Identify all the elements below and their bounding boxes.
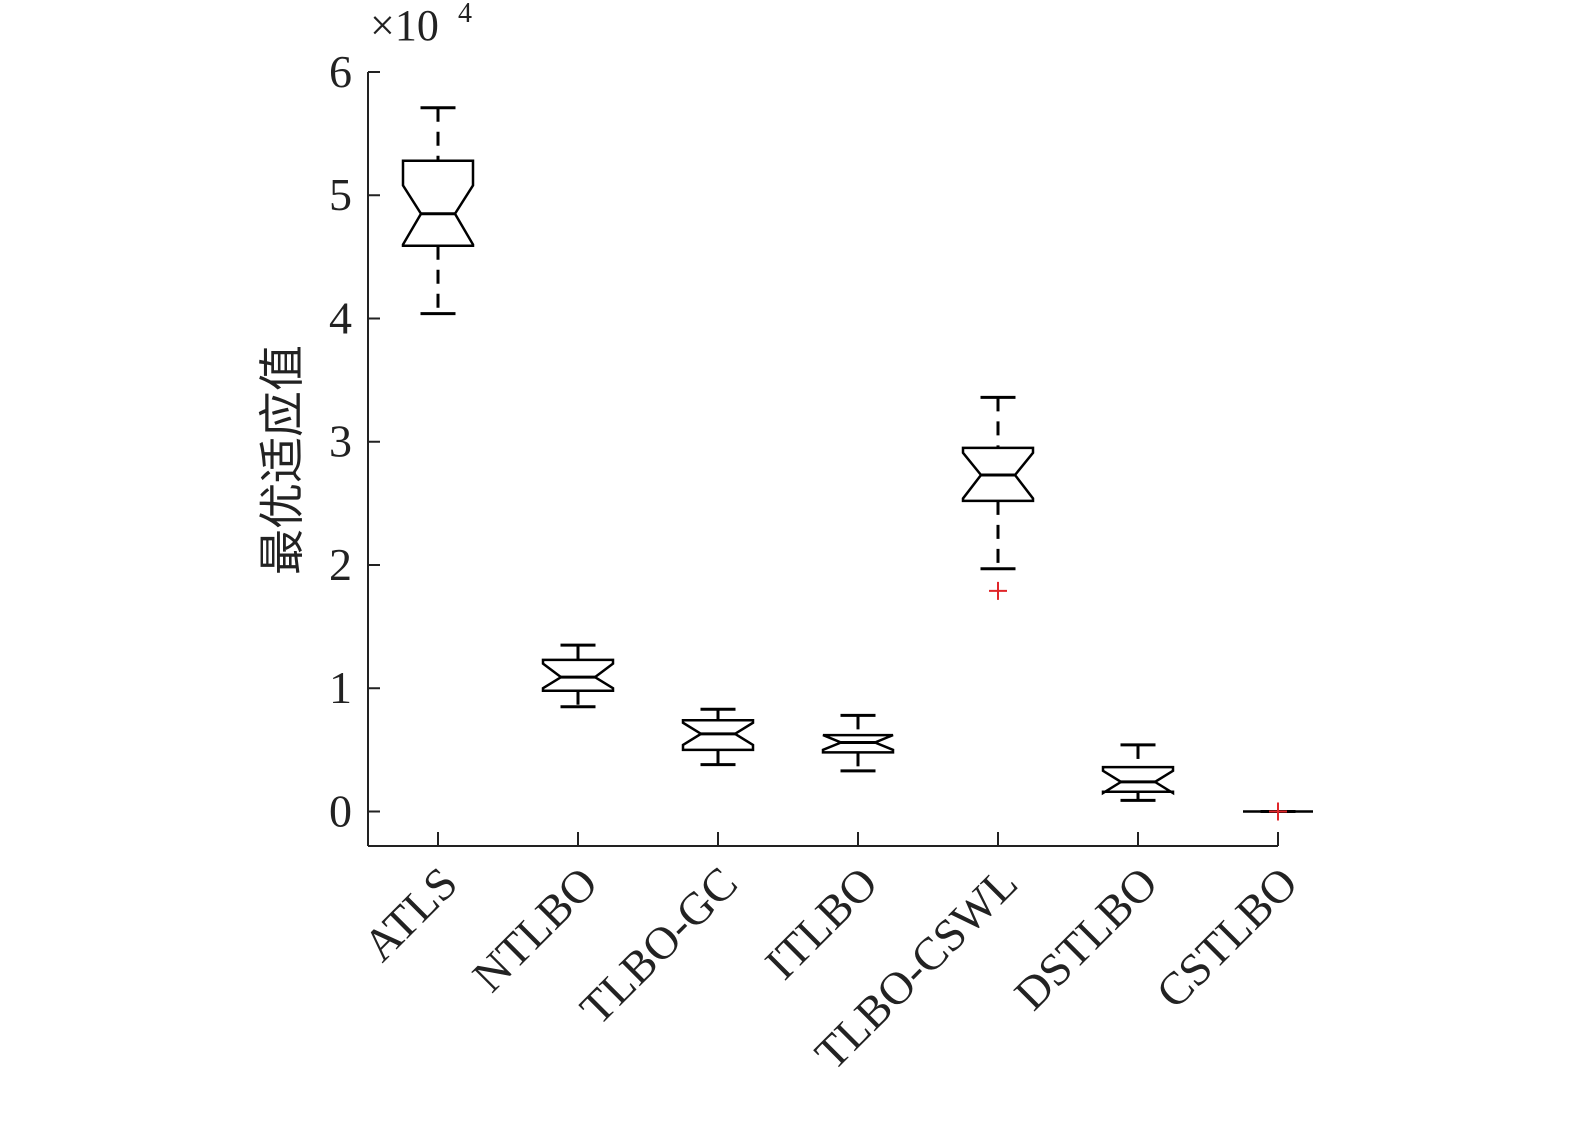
box: [961, 446, 1035, 503]
outlier: [1269, 802, 1287, 821]
y-tick-label: 6: [329, 46, 352, 97]
box: [821, 733, 895, 754]
y-tick-label: 1: [329, 662, 352, 713]
y-scale-exponent: 4: [458, 0, 472, 29]
y-tick-label: 0: [329, 785, 352, 836]
box: [401, 159, 475, 248]
box: [541, 658, 615, 692]
outlier: [989, 581, 1007, 600]
y-tick-label: 3: [329, 416, 352, 467]
y-tick-label: 2: [329, 539, 352, 590]
y-tick-label: 4: [329, 292, 352, 343]
box: [681, 719, 755, 752]
y-scale-base: ×10: [370, 1, 439, 50]
box: [1101, 765, 1175, 796]
x-tick-label: CSTLBO: [1146, 857, 1307, 1018]
x-tick-label: ATLS: [353, 857, 467, 971]
x-tick-label: ITLBO: [755, 857, 887, 989]
x-tick-label: DSTLBO: [1005, 857, 1168, 1020]
x-tick-label: NTLBO: [463, 857, 607, 1001]
y-axis-label: 最优适应值: [257, 345, 308, 575]
y-tick-label: 5: [329, 169, 352, 220]
